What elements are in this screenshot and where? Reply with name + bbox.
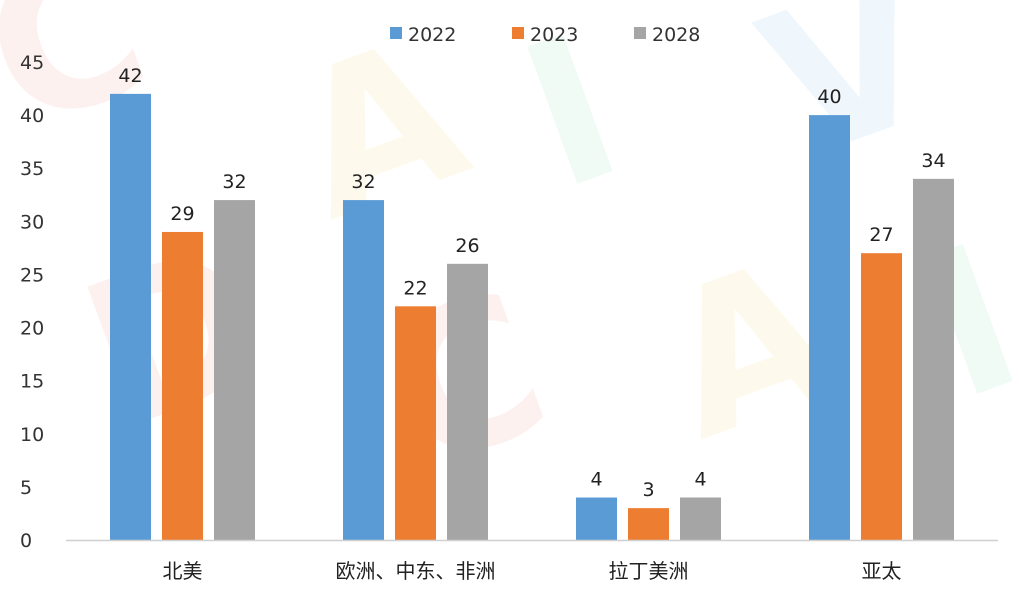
bar-2022 <box>576 497 617 540</box>
bar-2023 <box>162 231 203 540</box>
data-label-2023: 29 <box>170 203 194 225</box>
bar-2022 <box>343 200 384 541</box>
legend-swatch-2022 <box>390 27 402 39</box>
y-tick-label: 15 <box>20 371 44 393</box>
y-tick-label: 45 <box>20 52 44 74</box>
bar-2022 <box>110 93 151 540</box>
y-tick-label: 35 <box>20 158 44 180</box>
data-label-2028: 26 <box>455 235 479 257</box>
y-tick-label: 30 <box>20 211 44 233</box>
y-axis: 0 5 10 15 20 25 30 35 40 45 <box>20 52 44 552</box>
data-label-2022: 32 <box>351 171 375 193</box>
data-label-2028: 4 <box>694 469 706 491</box>
data-label-2023: 27 <box>869 224 893 246</box>
data-label-2028: 32 <box>222 171 246 193</box>
y-tick-label: 40 <box>20 105 44 127</box>
x-category-label: 北美 <box>163 559 203 583</box>
y-tick-label: 20 <box>20 318 44 340</box>
data-label-2028: 34 <box>921 150 945 172</box>
y-tick-label: 10 <box>20 424 44 446</box>
y-tick-label: 25 <box>20 264 44 286</box>
bar-2023 <box>395 306 436 540</box>
legend-label-2023: 2023 <box>530 24 578 46</box>
x-category-label: 欧洲、中东、非洲 <box>336 559 496 583</box>
legend-swatch-2023 <box>512 27 524 39</box>
bar-2028 <box>447 263 488 540</box>
bar-2022 <box>809 115 850 540</box>
x-category-label: 拉丁美洲 <box>609 559 689 583</box>
data-label-2022: 4 <box>590 469 602 491</box>
data-label-2022: 40 <box>817 86 841 108</box>
bar-2028 <box>913 178 954 540</box>
data-label-2022: 42 <box>118 65 142 87</box>
bar-2023 <box>861 253 902 540</box>
legend: 2022 2023 2028 <box>390 24 700 46</box>
x-category-label: 亚太 <box>862 559 902 583</box>
y-tick-label: 5 <box>20 477 32 499</box>
legend-label-2028: 2028 <box>652 24 700 46</box>
bars <box>110 93 954 541</box>
bar-2023 <box>628 508 669 540</box>
x-axis: 北美 欧洲、中东、非洲 拉丁美洲 亚太 <box>66 539 998 583</box>
bar-2028 <box>214 200 255 541</box>
data-label-2023: 22 <box>403 277 427 299</box>
data-label-2023: 3 <box>642 479 654 501</box>
legend-swatch-2028 <box>634 27 646 39</box>
y-tick-label: 0 <box>20 530 32 552</box>
bar-2028 <box>680 497 721 540</box>
legend-label-2022: 2022 <box>408 24 456 46</box>
